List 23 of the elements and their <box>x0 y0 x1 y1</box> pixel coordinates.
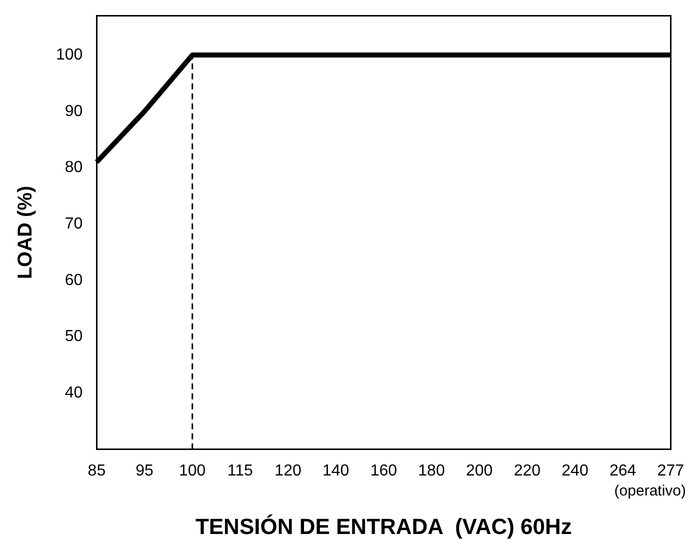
x-tick-label: 220 <box>514 462 541 480</box>
y-axis-title: LOAD (%) <box>14 186 37 280</box>
x-tick-label: 264 <box>609 462 636 480</box>
y-tick-label: 50 <box>64 328 83 346</box>
x-tick-label: 277 <box>657 462 684 480</box>
x-axis-title: TENSIÓN DE ENTRADA (VAC) 60Hz <box>195 514 572 539</box>
x-tick-label: 240 <box>562 462 588 480</box>
x-tick-label: 85 <box>88 462 106 480</box>
y-tick-label: 100 <box>56 46 83 64</box>
y-tick-label: 90 <box>64 102 83 120</box>
x-tick-label: 100 <box>179 462 206 480</box>
x-tick-label: 180 <box>418 462 445 480</box>
x-tick-label: 160 <box>370 462 398 480</box>
y-tick-label: 40 <box>64 384 83 402</box>
x-tick-label: 115 <box>227 462 254 480</box>
x-tick-label: 120 <box>274 462 302 480</box>
text: (operativo) <box>614 482 686 500</box>
x-tick-label: 200 <box>466 462 493 480</box>
x-tick-label: 140 <box>322 462 350 480</box>
y-tick-label: 60 <box>64 272 83 289</box>
x-tick-label: 95 <box>136 462 154 480</box>
y-tick-label: 70 <box>64 215 83 232</box>
y-tick-label: 80 <box>64 159 83 176</box>
